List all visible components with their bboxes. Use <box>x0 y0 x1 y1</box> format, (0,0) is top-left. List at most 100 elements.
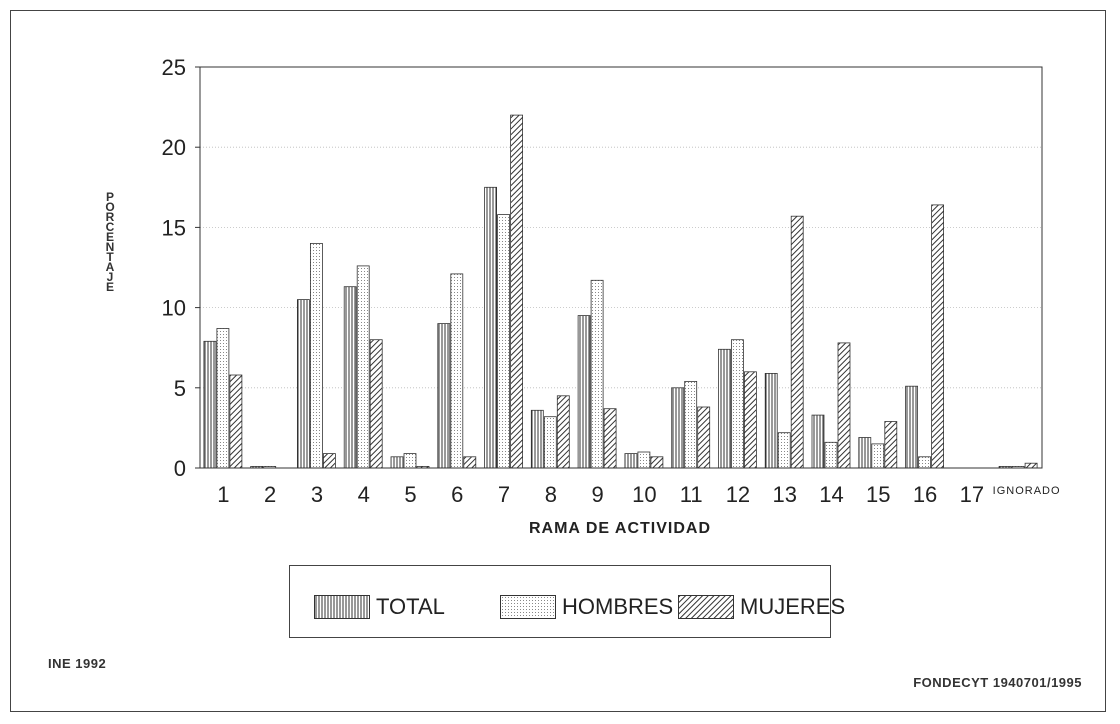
bar-mujeres-7 <box>510 114 524 469</box>
bar-hombres-15 <box>871 443 885 469</box>
bar-hombres-14 <box>824 441 838 469</box>
bar-total-11 <box>671 387 685 469</box>
legend: TOTAL HOMBRES MUJERES <box>289 565 845 638</box>
bar-mujeres-15 <box>884 421 898 469</box>
x-tick-label: 9 <box>591 482 603 507</box>
bar-hombres-9 <box>590 279 604 469</box>
x-tick-label: IGNORADO <box>993 485 1061 497</box>
x-tick-label: 6 <box>451 482 463 507</box>
bars <box>203 114 1038 469</box>
x-tick-label: 14 <box>819 482 843 507</box>
x-tick-label: 4 <box>358 482 370 507</box>
y-axis-label-letter: A <box>105 260 115 274</box>
bar-total-12 <box>718 348 731 469</box>
x-tick-labels: 1 2 3 4 5 6 7 8 9 10 11 12 13 14 15 16 17 IGNORADO <box>217 482 1061 507</box>
bar-mujeres-8 <box>556 395 570 469</box>
bar-mujeres-12 <box>744 371 757 469</box>
legend-swatch-hombres <box>500 595 556 619</box>
x-tick-label: 16 <box>913 482 937 507</box>
bar-total-14 <box>811 414 825 469</box>
x-tick-label: 11 <box>680 482 703 507</box>
x-tick-label: 13 <box>772 482 796 507</box>
y-tick-label: 20 <box>162 135 186 160</box>
bar-mujeres-ignorado <box>1024 462 1038 469</box>
bar-total-10 <box>624 453 638 469</box>
legend-swatch-pattern <box>501 596 555 618</box>
x-tick-label: 2 <box>264 482 276 507</box>
bar-hombres-16 <box>918 456 931 469</box>
bar-mujeres-1 <box>229 374 243 469</box>
x-axis-label: RAMA DE ACTIVIDAD <box>529 520 711 537</box>
bar-hombres-1 <box>216 328 230 469</box>
legend-swatch-total <box>314 595 370 619</box>
bar-hombres-6 <box>450 273 464 469</box>
y-tick-label: 0 <box>174 456 186 481</box>
bar-hombres-11 <box>684 380 698 469</box>
x-tick-label: 8 <box>545 482 557 507</box>
bar-total-1 <box>203 340 217 469</box>
bar-hombres-10 <box>637 451 651 469</box>
legend-swatch-mujeres <box>678 595 734 619</box>
bar-hombres-7 <box>497 214 511 469</box>
bar-hombres-3 <box>309 242 323 469</box>
bar-mujeres-4 <box>369 339 383 469</box>
bar-total-6 <box>437 323 451 469</box>
x-tick-label: 10 <box>632 482 656 507</box>
y-axis-label-letter: O <box>105 200 115 214</box>
y-axis-label-letter: C <box>105 220 115 234</box>
x-tick-label: 15 <box>866 482 890 507</box>
legend-swatch-pattern <box>679 596 733 618</box>
legend-swatch-fill <box>315 596 369 618</box>
legend-item-mujeres: MUJERES <box>678 594 845 620</box>
bar-mujeres-11 <box>697 406 711 469</box>
y-axis-label-letter: P <box>105 190 114 204</box>
bar-total-8 <box>530 409 544 469</box>
bar-total-16 <box>905 385 918 469</box>
bar-hombres-4 <box>356 265 370 469</box>
bar-total-9 <box>577 315 591 469</box>
x-tick-label: 12 <box>726 482 750 507</box>
bar-hombres-12 <box>731 339 744 469</box>
y-axis-label-letter: E <box>105 280 114 294</box>
legend-swatch-pattern <box>315 596 369 618</box>
x-tick-label: 17 <box>960 482 984 507</box>
bar-mujeres-9 <box>603 408 617 469</box>
bar-mujeres-10 <box>650 456 664 469</box>
bar-hombres-5 <box>403 453 417 469</box>
y-tick-label: 5 <box>174 376 186 401</box>
y-tick-label: 10 <box>162 296 186 321</box>
bar-hombres-13 <box>777 432 791 469</box>
y-tick-label: 15 <box>162 215 186 240</box>
bar-total-3 <box>296 299 310 469</box>
bar-total-4 <box>343 286 357 469</box>
y-axis-label-letter: E <box>105 230 114 244</box>
legend-swatch-fill <box>679 596 733 618</box>
y-tick-labels: 0 5 10 15 20 25 <box>162 55 200 481</box>
bar-mujeres-3 <box>322 453 336 469</box>
x-tick-label: 3 <box>311 482 323 507</box>
source-note-right: FONDECYT 1940701/1995 <box>913 675 1082 690</box>
y-axis-label-letter: R <box>105 210 115 224</box>
x-tick-label: 7 <box>498 482 510 507</box>
chart-frame <box>10 10 1106 712</box>
bar-mujeres-13 <box>790 215 804 469</box>
legend-label-hombres: HOMBRES <box>562 594 674 619</box>
bar-total-13 <box>764 372 778 469</box>
y-axis-label-letter: T <box>106 250 114 264</box>
plot-area-border <box>199 66 1043 469</box>
legend-label-mujeres: MUJERES <box>740 594 846 619</box>
bar-total-15 <box>858 437 872 469</box>
x-tick-label: 5 <box>404 482 416 507</box>
legend-label-total: TOTAL <box>376 594 445 619</box>
y-axis-label-letter: J <box>106 270 114 284</box>
x-tick-label: 1 <box>217 482 229 507</box>
bar-total-5 <box>390 456 404 469</box>
legend-item-hombres: HOMBRES <box>500 594 673 620</box>
grid-lines <box>200 146 1042 389</box>
legend-item-total: TOTAL <box>314 594 445 620</box>
bar-mujeres-16 <box>931 204 944 469</box>
y-axis-label-letter: N <box>105 240 115 254</box>
bar-total-7 <box>484 186 498 469</box>
